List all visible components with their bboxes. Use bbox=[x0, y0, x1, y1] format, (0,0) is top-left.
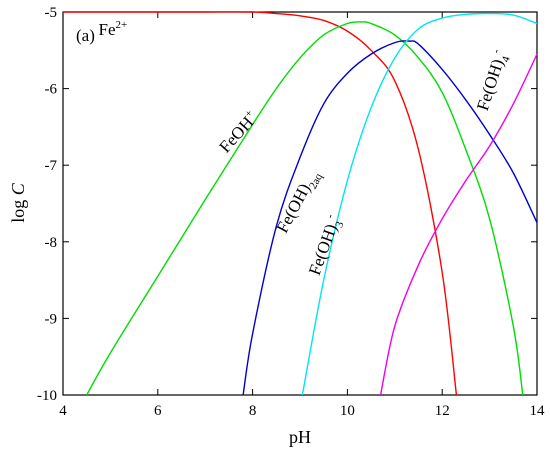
series-line-2 bbox=[242, 40, 538, 396]
species-label-fe2: Fe2+ bbox=[99, 19, 128, 39]
x-tick-label: 4 bbox=[59, 403, 67, 419]
species-label-sub: 3 bbox=[333, 220, 346, 230]
y-tick-label: -10 bbox=[37, 388, 57, 404]
x-tick-label: 8 bbox=[249, 403, 257, 419]
y-tick-label: -7 bbox=[45, 158, 58, 174]
y-axis-title: log C bbox=[8, 182, 28, 223]
panel-label: (a) bbox=[76, 26, 95, 45]
series-line-4 bbox=[379, 53, 538, 396]
series-line-3 bbox=[301, 12, 538, 396]
species-label-sup: 2+ bbox=[116, 19, 128, 31]
species-label-feoh4: Fe(OH)4- bbox=[472, 47, 514, 114]
x-tick-label: 14 bbox=[530, 403, 546, 419]
x-tick-label: 6 bbox=[154, 403, 162, 419]
y-tick-label: -5 bbox=[45, 5, 58, 21]
series-line-1 bbox=[86, 21, 524, 396]
plot-frame bbox=[62, 11, 538, 396]
x-axis-title: pH bbox=[289, 427, 311, 447]
axis-ticks: 4 6 8 10 12 14 -5 -6 -7 -8 -9 -10 bbox=[37, 5, 545, 419]
species-label-feoh: FeOH+ bbox=[215, 107, 262, 156]
species-label-base: Fe(OH) bbox=[473, 57, 507, 113]
y-axis-title-italic: C bbox=[8, 182, 28, 195]
species-label-charge: - bbox=[490, 47, 503, 55]
species-label-feoh2aq: Fe(OH)2aq bbox=[273, 166, 326, 238]
x-tick-label: 10 bbox=[340, 403, 355, 419]
y-axis-title-main: log bbox=[8, 195, 28, 223]
series-line-0 bbox=[62, 11, 458, 396]
species-label-base: Fe(OH) bbox=[305, 221, 341, 277]
species-label-sub: 4 bbox=[500, 54, 513, 63]
species-label-base: Fe bbox=[99, 20, 116, 39]
y-tick-label: -8 bbox=[45, 235, 58, 251]
species-label-base: Fe(OH) bbox=[273, 180, 315, 236]
y-tick-label: -6 bbox=[45, 82, 58, 98]
x-tick-label: 12 bbox=[435, 403, 450, 419]
series-lines bbox=[62, 11, 538, 396]
y-tick-label: -9 bbox=[45, 311, 58, 327]
species-label-charge: - bbox=[324, 212, 337, 220]
